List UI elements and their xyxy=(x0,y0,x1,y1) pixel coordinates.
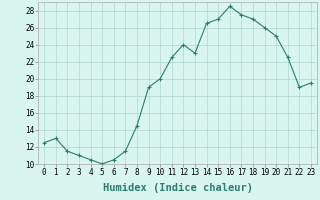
X-axis label: Humidex (Indice chaleur): Humidex (Indice chaleur) xyxy=(103,183,252,193)
